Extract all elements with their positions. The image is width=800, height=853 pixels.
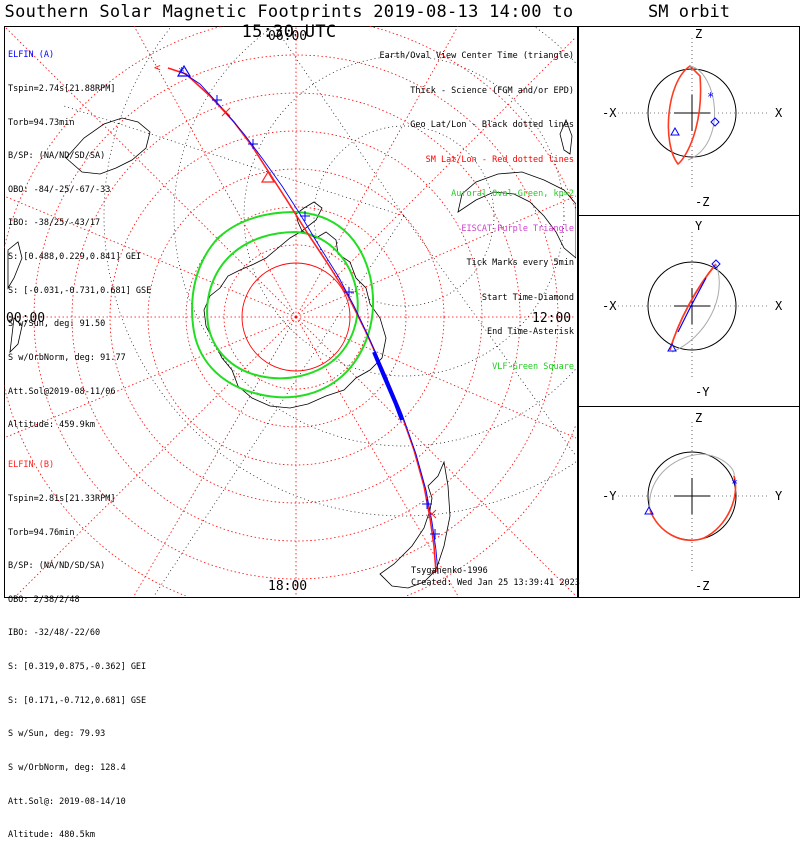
legend-item-4: Auroral Oval-Green, kp=2	[451, 189, 574, 199]
elfin-a-line-3: OBO: -84/-25/-67/-33	[8, 184, 111, 195]
credit-text: Tsyganenko-1996	[411, 566, 488, 576]
legend-item-6: Tick Marks every 5min	[466, 258, 574, 268]
legend-item-3: SM Lat/Lon - Red dotted lines	[425, 154, 574, 165]
elfin-b-end-asterisk: *	[430, 567, 437, 581]
elfin-a-line-8: S w/OrbNorm, deg: 91.77	[8, 352, 126, 363]
elfin-a-line-2: B/SP: (NA/ND/SD/SA)	[8, 151, 106, 162]
elfin-a-center-triangle	[176, 64, 192, 77]
madagascar-coastline	[559, 118, 573, 155]
time-label-bottom: 18:00	[268, 579, 307, 594]
sm-p3-asterisk: *	[731, 477, 738, 491]
sm-p1-top: Z	[695, 27, 702, 41]
sm-pole-circle	[241, 262, 351, 372]
sm-p2-top: Y	[695, 219, 703, 233]
south-america-coastline	[379, 460, 451, 589]
time-label-right: 12:00	[532, 311, 571, 326]
elfin-b-line-7: S w/Sun, deg: 79.93	[8, 729, 106, 740]
sm-p1-bottom: -Z	[695, 195, 709, 209]
elfin-b-name: ELFIN (B)	[8, 460, 55, 471]
sm-p3-triangle	[644, 505, 654, 515]
sm-p1-diamond	[710, 117, 720, 127]
elfin-a-line-4: IBO: -38/25/-43/17	[8, 218, 101, 229]
elfin-b-line-3: OBO: 2/38/2/48	[8, 594, 80, 605]
elfin-a-line-6: S: [-0.031,-0.731,0.681] GSE	[8, 285, 152, 296]
time-label-left: 00:00	[6, 311, 45, 326]
legend-item-1: Thick - Science (FGM and/or EPD)	[410, 85, 574, 96]
sm-p1-asterisk: *	[707, 90, 714, 104]
sm-p2-diamond	[711, 259, 721, 269]
peninsula-coastline	[295, 201, 323, 232]
sm-orbit-panels: * Z -Z -X X Y -Y -X X	[602, 27, 783, 593]
sm-p3-left: -Y	[602, 489, 617, 503]
elfin-a-line-9: Att.Sol@2019-08-11/06	[8, 386, 116, 397]
sm-p1-right: X	[775, 106, 783, 120]
sm-orbit-title: SM orbit	[648, 2, 730, 22]
elfin-b-ticks	[221, 107, 437, 519]
elfin-a-line-0: Tspin=2.74s[21.88RPM]	[8, 84, 116, 95]
sm-divider-2	[578, 406, 799, 407]
elfin-b-info: ELFIN (B) Tspin=2.81s[21.33RPM] Torb=94.…	[8, 438, 146, 853]
elfin-a-line-7: S w/Sun, deg: 91.50	[8, 319, 106, 330]
elfin-a-line-5: S: [0.488,0.229,0.841] GEI	[8, 252, 142, 263]
coastlines	[7, 117, 576, 589]
elfin-b-line-2: B/SP: (NA/ND/SD/SA)	[8, 561, 106, 572]
elfin-b-line-8: S w/OrbNorm, deg: 128.4	[8, 762, 126, 773]
elfin-a-line-1: Torb=94.73min	[8, 117, 75, 128]
time-label-top: 06:00	[268, 29, 307, 44]
created-text: Created: Wed Jan 25 13:39:41 2023	[411, 578, 580, 588]
new-zealand-coastline	[7, 241, 23, 290]
sm-panel-yz: * Z -Z -Y Y	[602, 411, 783, 593]
sm-p2-triangle	[667, 342, 677, 352]
elfin-b-line-10: Altitude: 480.5km	[8, 830, 95, 841]
sm-p3-bottom: -Z	[695, 579, 709, 593]
elfin-a-line-10: Altitude: 459.9km	[8, 420, 95, 431]
sm-p1-triangle	[670, 126, 680, 136]
elfin-b-line-1: Torb=94.76min	[8, 527, 75, 538]
sm-p3-top: Z	[695, 411, 702, 425]
elfin-b-line-4: IBO: -32/48/-22/60	[8, 628, 101, 639]
legend-item-9: VLF-Green Square	[492, 361, 574, 372]
sm-panel-xz: * Z -Z -X X	[602, 27, 783, 209]
sm-grid	[4, 26, 576, 596]
antarctica-coastline	[203, 230, 387, 409]
sm-p2-right: X	[775, 299, 783, 313]
elfin-a-ticks	[212, 95, 440, 539]
elfin-a-info: ELFIN (A) Tspin=2.74s[21.88RPM] Torb=94.…	[8, 28, 151, 443]
elfin-b-line-5: S: [0.319,0.875,-0.362] GEI	[8, 662, 147, 673]
sm-p3-right: Y	[775, 489, 783, 503]
elfin-a-name: ELFIN (A)	[8, 50, 55, 61]
australia-coastline	[65, 117, 151, 175]
elfin-b-start-arrow: <	[154, 61, 161, 74]
legend-item-7: Start Time-Diamond	[481, 292, 574, 303]
legend: Earth/Oval View Center Time (triangle) T…	[380, 28, 574, 385]
elfin-b-center-triangle	[260, 170, 276, 183]
sm-divider-1	[578, 215, 799, 216]
africa-coastline	[457, 171, 576, 259]
elfin-a-end-asterisk: *	[178, 65, 185, 79]
elfin-b-line-9: Att.Sol@: 2019-08-14/10	[8, 796, 126, 807]
main-plot-frame	[4, 26, 578, 598]
elfin-b-line-0: Tspin=2.81s[21.33RPM]	[8, 494, 116, 505]
sm-p1-left: -X	[602, 106, 617, 120]
page-title: Southern Solar Magnetic Footprints 2019-…	[4, 2, 574, 42]
sm-p2-left: -X	[602, 299, 617, 313]
new-zealand-south	[9, 317, 23, 354]
geo-grid	[63, 26, 576, 596]
auroral-oval	[191, 210, 375, 399]
legend-item-5: EISCAT-Purple Triangle	[461, 223, 574, 234]
polar-footprint-map: * < * 06:00 00:00 12:00 18:00	[4, 26, 576, 596]
legend-item-0: Earth/Oval View Center Time (triangle)	[379, 51, 574, 61]
legend-item-2: Geo Lat/Lon - Black dotted lines	[410, 120, 574, 130]
legend-item-8: End Time-Asterisk	[487, 327, 574, 337]
sm-panel-xy: Y -Y -X X	[602, 219, 783, 399]
elfin-a-track	[181, 71, 439, 575]
sm-p2-bottom: -Y	[695, 385, 710, 399]
elfin-b-line-6: S: [0.171,-0.712,0.681] GSE	[8, 695, 147, 706]
elfin-a-science	[372, 351, 404, 421]
